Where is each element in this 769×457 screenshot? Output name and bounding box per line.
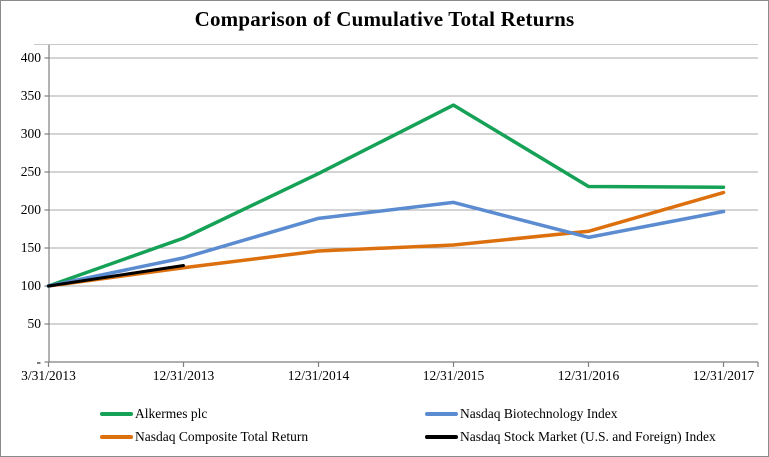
x-axis-tick-label: 3/31/2013 xyxy=(21,368,76,383)
legend-label: Alkermes plc xyxy=(135,406,208,421)
legend-label: Nasdaq Biotechnology Index xyxy=(460,406,618,421)
x-axis-tick-label: 12/31/2016 xyxy=(557,368,620,383)
x-axis-tick-label: 12/31/2015 xyxy=(422,368,485,383)
legend-swatch-icon xyxy=(425,411,458,417)
legend-label: Nasdaq Stock Market (U.S. and Foreign) I… xyxy=(460,429,716,444)
chart-title: Comparison of Cumulative Total Returns xyxy=(194,7,575,31)
x-axis-tick-label: 12/31/2013 xyxy=(152,368,215,383)
legend-item: Nasdaq Biotechnology Index xyxy=(425,406,617,422)
series-line-0 xyxy=(46,103,726,288)
legend-item: Nasdaq Composite Total Return xyxy=(100,429,308,445)
y-axis-tick-label: 400 xyxy=(20,50,41,65)
legend-label: Nasdaq Composite Total Return xyxy=(135,429,309,444)
y-axis-tick-label: 250 xyxy=(20,164,41,179)
legend-item: Alkermes plc xyxy=(100,406,207,422)
y-axis-tick-label: 150 xyxy=(20,240,41,255)
y-axis-tick-label: 200 xyxy=(20,202,41,217)
legend-swatch-icon xyxy=(100,411,133,417)
legend-swatch-icon xyxy=(425,434,458,440)
y-axis-tick-label: - xyxy=(36,354,42,369)
series-line-3 xyxy=(47,263,185,288)
x-axis-tick-label: 12/31/2017 xyxy=(692,368,755,383)
y-axis-tick-label: 300 xyxy=(20,126,41,141)
y-axis-tick-label: 350 xyxy=(20,88,41,103)
y-axis-tick-label: 100 xyxy=(20,278,41,293)
legend-swatch-icon xyxy=(100,434,133,440)
x-axis-tick-label: 12/31/2014 xyxy=(287,368,350,383)
series-line-2 xyxy=(46,190,726,288)
y-axis-tick-label: 50 xyxy=(27,316,42,331)
series-line-1 xyxy=(46,200,726,288)
legend-item: Nasdaq Stock Market (U.S. and Foreign) I… xyxy=(425,429,716,445)
